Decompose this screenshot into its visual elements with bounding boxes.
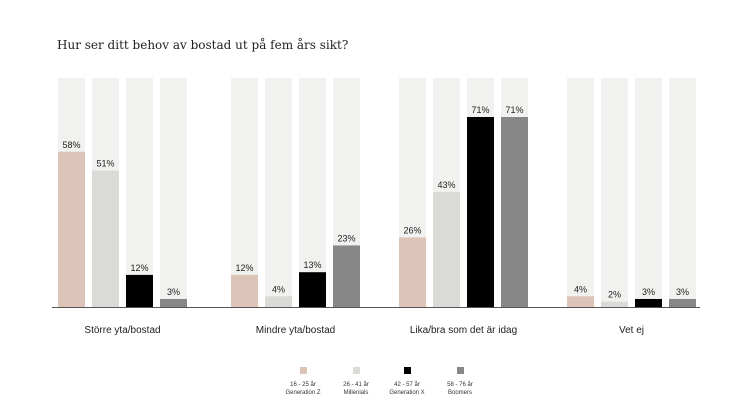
category-labels: Större yta/bostad Mindre yta/bostad Lika/b…: [84, 325, 644, 336]
bar: [467, 117, 494, 307]
data-label: 4%: [272, 284, 285, 294]
bar-background: [669, 78, 696, 307]
data-label: 3%: [676, 287, 689, 297]
bar: [567, 296, 594, 307]
legend-label: Generation Z: [285, 390, 320, 396]
legend-swatch: [404, 367, 411, 374]
data-label: 58%: [62, 140, 80, 150]
bar: [160, 298, 187, 307]
bar: [92, 170, 119, 307]
data-label: 4%: [574, 284, 587, 294]
bar: [399, 237, 426, 307]
legend-swatch: [300, 367, 307, 374]
legend-label: Millenials: [344, 390, 369, 396]
background-bars: [58, 78, 696, 307]
data-label: 26%: [403, 225, 421, 235]
bar-background: [265, 78, 292, 307]
legend-label: 16 - 25 år: [290, 381, 316, 388]
legend-label: 42 - 57 år: [394, 381, 420, 388]
bar: [333, 245, 360, 307]
data-label: 43%: [437, 180, 455, 190]
bar: [501, 117, 528, 307]
bar: [58, 151, 85, 307]
data-label: 3%: [167, 287, 180, 297]
bar: [635, 298, 662, 307]
bar: [669, 298, 696, 307]
bar-background: [126, 78, 153, 307]
bar-background: [299, 78, 326, 307]
category-label: Vet ej: [619, 325, 644, 336]
bar: [433, 191, 460, 307]
data-label: 2%: [608, 290, 621, 300]
chart-title: Hur ser ditt behov av bostad ut på fem å…: [57, 38, 349, 52]
legend-swatch: [353, 367, 360, 374]
legend-label: 58 - 76 år: [447, 381, 473, 388]
data-label: 71%: [505, 105, 523, 115]
bar: [231, 274, 258, 307]
legend-label: Boomers: [448, 390, 472, 396]
legend-label: Generation X: [389, 390, 424, 396]
category-label: Mindre yta/bostad: [256, 325, 336, 336]
data-label: 3%: [642, 287, 655, 297]
bar-marks: [58, 117, 696, 307]
data-label: 51%: [96, 159, 114, 169]
category-label: Lika/bra som det är idag: [410, 325, 517, 336]
bar: [299, 272, 326, 307]
data-label: 13%: [303, 260, 321, 270]
category-label: Större yta/bostad: [84, 325, 160, 336]
bar-background: [635, 78, 662, 307]
bar-background: [601, 78, 628, 307]
bar-background: [567, 78, 594, 307]
data-label: 71%: [471, 105, 489, 115]
bar-background: [231, 78, 258, 307]
bar-background: [160, 78, 187, 307]
legend-swatch: [457, 367, 464, 374]
data-label: 23%: [337, 233, 355, 243]
legend-label: 26 - 41 år: [343, 381, 369, 388]
value-labels: 58% 51% 12% 3% 12% 4% 13% 23% 26% 43% 71% 71% 4% 2% 3%…: [62, 105, 689, 300]
bar: [126, 274, 153, 307]
legend: 16 - 25 år Generation Z 26 - 41 år Millenia…: [285, 367, 473, 396]
bar: [265, 296, 292, 307]
data-label: 12%: [235, 263, 253, 273]
bar: [601, 301, 628, 307]
data-label: 12%: [130, 263, 148, 273]
